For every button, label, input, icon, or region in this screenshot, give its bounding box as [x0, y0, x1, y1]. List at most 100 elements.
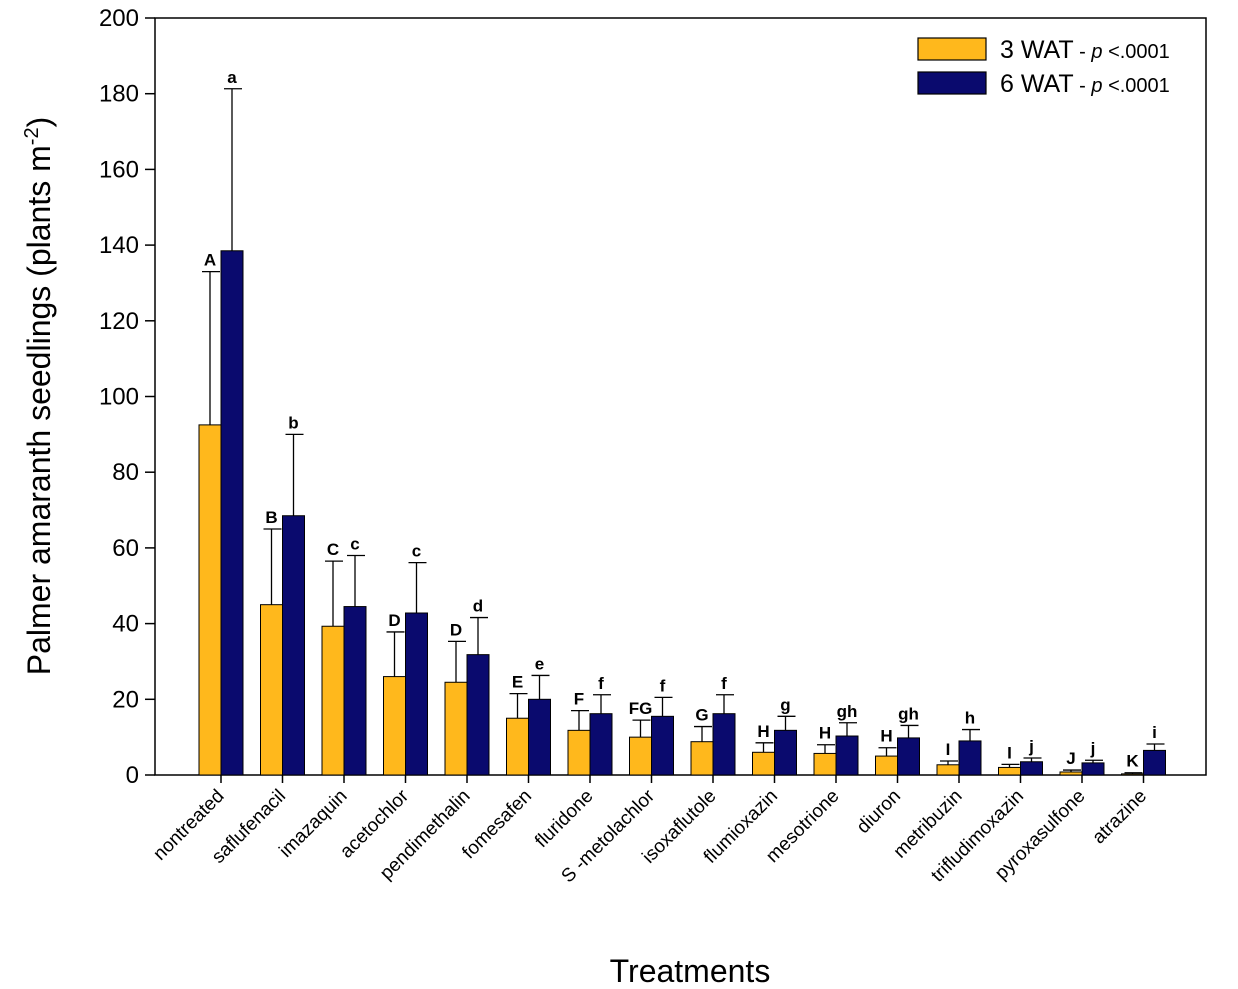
significance-letter: K — [1126, 752, 1139, 771]
significance-letter: I — [1007, 743, 1012, 762]
significance-letter: J — [1066, 749, 1075, 768]
bar-6wat — [712, 713, 736, 776]
y-tick-label: 120 — [99, 308, 139, 335]
legend-swatch-3wat — [917, 37, 987, 61]
bar-6wat — [897, 737, 920, 776]
legend-pvalue-6wat: <.0001 — [1103, 75, 1170, 97]
legend-p-6wat: p — [1090, 75, 1102, 97]
y-tick-label: 140 — [99, 232, 139, 259]
significance-letter: f — [598, 674, 604, 693]
significance-letter: h — [965, 709, 975, 728]
bar-3wat — [383, 676, 406, 776]
legend-series-name-6wat: 6 WAT — [1000, 70, 1074, 98]
legend-label-3wat: 3 WAT - p <.0001 — [1000, 36, 1170, 64]
plot-frame — [154, 17, 1207, 776]
bar-3wat — [875, 755, 898, 776]
legend-series-name-3wat: 3 WAT — [1000, 36, 1074, 64]
bar-3wat — [198, 424, 222, 776]
significance-letter: D — [388, 611, 400, 630]
x-axis: nontreatedsaflufenacilimazaquinacetochlo… — [149, 775, 1151, 887]
significance-letter: e — [535, 654, 544, 673]
bar-3wat — [629, 736, 652, 776]
y-tick-label: 40 — [112, 611, 139, 638]
y-tick-label: 60 — [112, 535, 139, 562]
significance-letter: g — [780, 695, 790, 714]
significance-letter: c — [412, 542, 421, 561]
significance-letter: E — [512, 673, 523, 692]
bar-6wat — [466, 654, 490, 776]
significance-letter: c — [350, 534, 359, 553]
bar-3wat — [752, 751, 775, 776]
bar-3wat — [321, 625, 345, 776]
bar-6wat — [651, 715, 674, 776]
legend-pvalue-3wat: <.0001 — [1103, 41, 1170, 63]
y-tick-label: 20 — [112, 686, 139, 713]
bar-3wat — [690, 741, 714, 776]
bar-3wat — [813, 752, 837, 776]
bar-6wat — [282, 515, 305, 776]
significance-letter: A — [204, 251, 216, 270]
significance-letter: j — [1090, 739, 1096, 758]
bar-6wat — [220, 250, 244, 776]
bar-6wat — [1020, 761, 1043, 776]
bar-6wat — [343, 606, 367, 776]
significance-letter: FG — [629, 699, 653, 718]
y-tick-label: 160 — [99, 156, 139, 183]
significance-letter: d — [473, 597, 483, 616]
y-axis-title-superscript: -2 — [21, 127, 43, 145]
legend-label-6wat: 6 WAT - p <.0001 — [1000, 70, 1170, 98]
x-category-label: diuron — [853, 786, 905, 838]
legend-dash-6wat: - — [1074, 75, 1092, 97]
bar-3wat — [936, 764, 960, 776]
significance-letter: b — [288, 413, 298, 432]
legend-p-3wat: p — [1090, 41, 1102, 63]
significance-letter: H — [880, 727, 892, 746]
bar-3wat — [506, 717, 529, 776]
y-axis-title: Palmer amaranth seedlings (plants m-2) — [21, 117, 57, 675]
significance-letter: a — [227, 68, 237, 87]
legend: 3 WAT - p <.0001 6 WAT - p <.0001 — [917, 36, 1170, 98]
bar-3wat — [1059, 771, 1083, 776]
y-tick-label: 180 — [99, 81, 139, 108]
y-tick-label: 200 — [99, 5, 139, 32]
y-axis: 0 20 40 60 80 100 120 140 160 180 200 — [99, 5, 155, 789]
y-axis-title-close: ) — [21, 117, 57, 128]
significance-letter: C — [327, 540, 339, 559]
significance-letter: H — [819, 724, 831, 743]
bar-6wat — [1081, 762, 1105, 776]
significance-letter: gh — [898, 704, 919, 723]
error-bars-layer — [202, 88, 1165, 774]
significance-letter: F — [574, 690, 584, 709]
y-tick-label: 0 — [126, 762, 139, 789]
significance-letter: f — [721, 674, 727, 693]
bar-6wat — [1143, 749, 1166, 776]
bar-3wat — [260, 604, 283, 776]
x-axis-title: Treatments — [610, 953, 771, 989]
significance-letter: gh — [837, 702, 858, 721]
significance-letter: j — [1028, 737, 1034, 756]
significance-letter: D — [450, 620, 462, 639]
bars-layer — [198, 250, 1166, 776]
significance-letter: i — [1152, 723, 1157, 742]
bar-3wat — [444, 681, 468, 776]
bar-6wat — [835, 735, 859, 776]
significance-letter: f — [660, 676, 666, 695]
bar-6wat — [958, 740, 982, 776]
significance-letter: H — [757, 722, 769, 741]
bar-6wat — [774, 729, 797, 776]
bar-3wat — [1121, 773, 1144, 776]
bar-6wat — [528, 698, 551, 776]
y-axis-title-main: Palmer amaranth seedlings (plants m — [21, 145, 57, 675]
x-category-label: atrazine — [1088, 786, 1151, 849]
significance-letter: B — [265, 508, 277, 527]
y-tick-label: 80 — [112, 459, 139, 486]
bar-6wat — [589, 713, 613, 776]
plot-area — [154, 17, 1207, 776]
bar-3wat — [567, 729, 591, 776]
bar-3wat — [998, 766, 1021, 776]
significance-letter: G — [695, 706, 708, 725]
legend-dash-3wat: - — [1074, 41, 1092, 63]
significance-letter: I — [946, 740, 951, 759]
